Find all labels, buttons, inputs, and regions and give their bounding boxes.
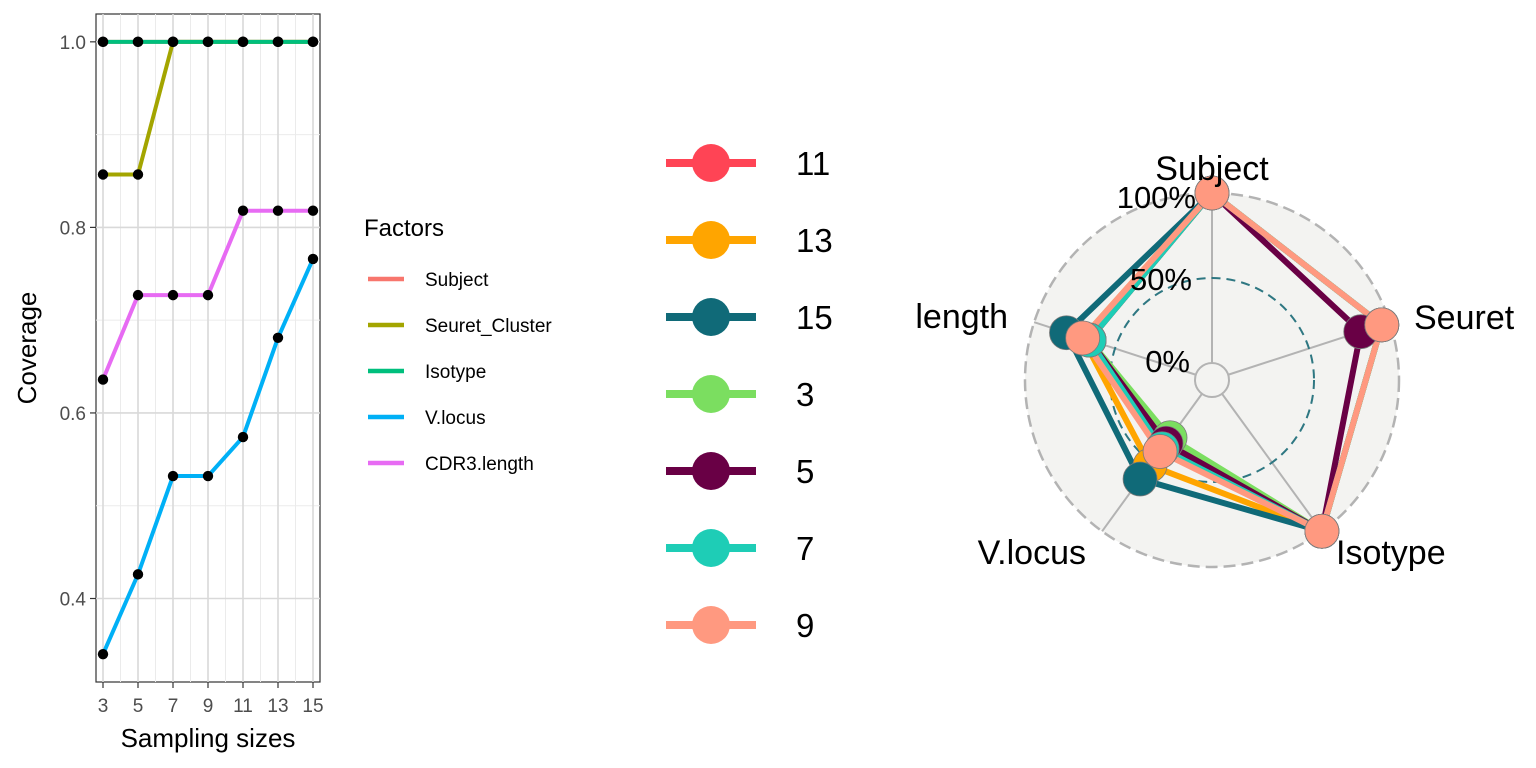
gridlines xyxy=(96,14,320,682)
radar-axis-label: Subject xyxy=(1155,150,1269,188)
radar-grid-label: 100% xyxy=(1117,180,1196,215)
data-point xyxy=(97,648,109,660)
data-point xyxy=(237,36,249,48)
data-point xyxy=(237,431,249,443)
data-point xyxy=(167,289,179,301)
radar-legend-label: 3 xyxy=(796,376,814,413)
y-tick-label: 1.0 xyxy=(60,33,86,54)
y-tick-label: 0.4 xyxy=(60,590,87,611)
data-point xyxy=(307,36,319,48)
data-point xyxy=(202,470,214,482)
data-point xyxy=(272,205,284,216)
data-point xyxy=(97,36,109,48)
radar-legend-label: 9 xyxy=(796,607,814,644)
x-tick-label: 15 xyxy=(302,696,323,717)
x-tick-label: 7 xyxy=(168,696,179,717)
x-axis-ticks: 3 5 7 9 11 13 15 xyxy=(98,682,324,717)
radar-ring-100 xyxy=(1023,191,1401,569)
radar-point xyxy=(1364,307,1400,343)
data-point xyxy=(307,205,319,216)
x-axis-label: Sampling sizes xyxy=(121,723,296,753)
radar-axis-label: Isotype xyxy=(1336,534,1446,572)
series-points xyxy=(97,36,319,660)
data-point xyxy=(132,36,144,48)
radar-legend-marker xyxy=(692,452,730,490)
legend-label: CDR3.length xyxy=(425,454,534,475)
data-point xyxy=(167,470,179,482)
radar-grid-label: 50% xyxy=(1130,262,1192,297)
data-point xyxy=(272,36,284,48)
radar-legend-marker xyxy=(692,606,730,644)
radar-grid xyxy=(1023,191,1401,569)
data-point xyxy=(132,289,144,301)
radar-axis-label: V.locus xyxy=(978,534,1086,572)
legend-title: Factors xyxy=(364,215,444,242)
radar-ring-0 xyxy=(1194,362,1230,398)
radar-point xyxy=(1194,175,1230,211)
radar-series-9 xyxy=(1079,190,1385,535)
radar-labels: 0% 50% 100%Subject Seuret Isotype V.locus leng… xyxy=(915,150,1514,572)
data-point xyxy=(132,169,144,180)
data-point xyxy=(97,169,109,180)
radar-legend-label: 7 xyxy=(796,530,814,567)
y-axis-ticks: 0.4 0.6 0.8 1.0 xyxy=(60,33,96,611)
radar-legend-marker xyxy=(692,221,730,259)
radar-axis-label: length xyxy=(915,298,1008,336)
data-point xyxy=(307,253,319,265)
radar-series xyxy=(1049,175,1400,549)
legend-label: Seuret_Cluster xyxy=(425,316,552,337)
data-point xyxy=(202,289,214,301)
legend-label: Isotype xyxy=(425,362,486,383)
radar-legend-label: 5 xyxy=(796,453,814,490)
radar-point xyxy=(1122,461,1158,497)
radar-legend-marker xyxy=(692,298,730,336)
x-tick-label: 13 xyxy=(267,696,288,717)
legend-items: Subject Seuret_Cluster Isotype V.locus CDR3.… xyxy=(368,270,552,475)
radar-legend-label: 13 xyxy=(796,222,833,259)
legend-label: Subject xyxy=(425,270,489,291)
legend-label: V.locus xyxy=(425,408,486,429)
y-tick-label: 0.6 xyxy=(60,404,86,425)
radar-point xyxy=(1304,513,1340,549)
radar-legend-label: 11 xyxy=(796,145,830,182)
data-point xyxy=(272,332,284,343)
radar-point xyxy=(1065,320,1101,356)
radar-grid-label: 0% xyxy=(1145,344,1190,379)
radar-legend: 11 13 15 3 5 7 9 xyxy=(666,144,833,644)
radar-legend-marker xyxy=(692,144,730,182)
factors-legend: Factors Subject Seuret_Cluster Isotype V.lo… xyxy=(364,215,552,475)
y-axis-label: Coverage xyxy=(12,292,42,405)
data-point xyxy=(202,36,214,48)
x-tick-label: 5 xyxy=(133,696,144,717)
data-point xyxy=(167,36,179,48)
radar-legend-label: 15 xyxy=(796,299,833,336)
y-tick-label: 0.8 xyxy=(60,218,86,239)
x-tick-label: 11 xyxy=(233,696,253,717)
radar-axis-label: Seuret xyxy=(1414,299,1515,337)
coverage-chart: 0.4 0.6 0.8 1.0 3 5 7 9 11 13 15 Sampling sizes C… xyxy=(12,13,324,753)
radar-legend-marker xyxy=(692,529,730,567)
x-tick-label: 3 xyxy=(98,696,109,717)
data-point xyxy=(237,205,249,216)
radar-legend-marker xyxy=(692,375,730,413)
x-tick-label: 9 xyxy=(203,696,214,717)
data-point xyxy=(132,569,144,580)
radar-point xyxy=(1142,434,1178,469)
data-point xyxy=(97,374,109,385)
radar-chart: 0% 50% 100%Subject Seuret Isotype V.locus leng… xyxy=(915,150,1514,572)
